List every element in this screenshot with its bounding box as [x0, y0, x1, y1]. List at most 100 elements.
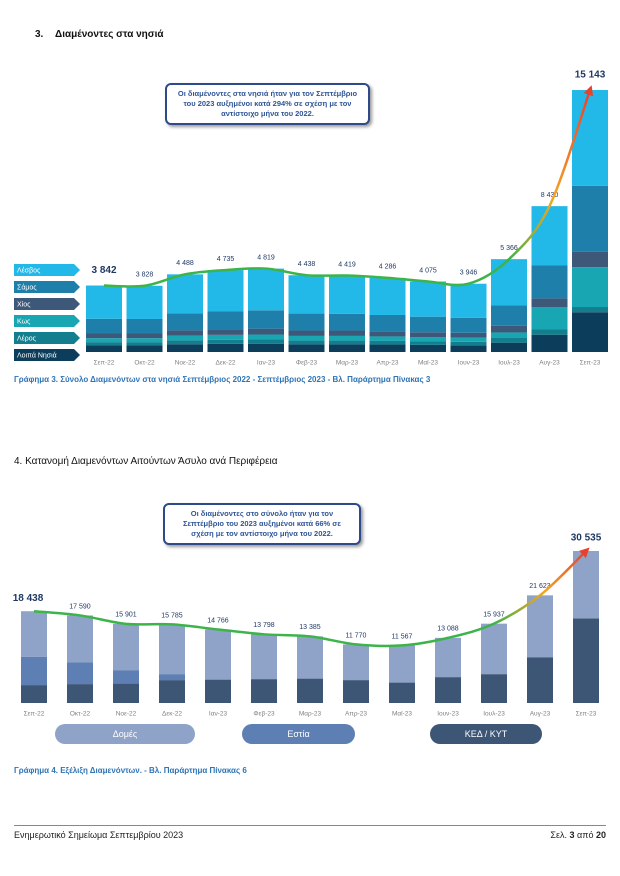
x-tick-label: Απρ-23	[377, 360, 399, 367]
value-label: 8 430	[541, 192, 559, 199]
bar-segment	[369, 331, 406, 337]
bar-segment	[159, 624, 185, 675]
value-label: 3 828	[136, 272, 154, 279]
bar-segment	[205, 629, 231, 680]
value-label: 13 088	[437, 626, 459, 633]
bar-segment	[207, 343, 244, 352]
bar-segment	[126, 333, 163, 339]
x-tick-label: Σεπ-23	[576, 711, 597, 718]
bar-segment	[207, 311, 244, 330]
legend-label: Κως	[17, 318, 31, 325]
legend-tag	[14, 298, 80, 310]
value-label: 4 819	[257, 254, 275, 261]
bar-segment	[450, 337, 487, 342]
bar-segment	[86, 333, 122, 339]
x-tick-label: Μαρ-23	[299, 711, 322, 718]
value-label: 3 842	[91, 265, 116, 276]
bar-segment	[573, 551, 599, 619]
bar-segment	[573, 618, 599, 703]
bar-segment	[491, 259, 527, 306]
legend-tag	[14, 315, 80, 327]
bar-segment	[572, 267, 608, 308]
bar-segment	[21, 656, 47, 686]
bar-segment	[329, 275, 365, 314]
value-label: 4 075	[419, 267, 437, 274]
bar-segment	[126, 345, 163, 352]
bar-segment	[531, 206, 568, 266]
value-label: 4 286	[379, 264, 397, 271]
bar-segment	[297, 636, 323, 679]
bar-segment	[531, 265, 568, 299]
bar-segment	[248, 310, 284, 329]
bar-segment	[389, 645, 415, 683]
page-current: 3	[569, 830, 575, 840]
bar-segment	[531, 329, 568, 335]
value-label: 14 766	[207, 617, 229, 624]
value-label: 15 143	[575, 70, 606, 81]
bar-segment	[248, 268, 284, 311]
value-label: 4 438	[298, 261, 316, 268]
bar-segment	[159, 680, 185, 703]
bar-segment	[251, 679, 277, 703]
x-tick-label: Ιαν-23	[257, 360, 276, 367]
legend-label: Λέσβος	[17, 266, 41, 274]
bar-segment	[369, 336, 406, 341]
value-label: 5 366	[500, 245, 518, 252]
bar-segment	[435, 637, 461, 678]
bar-segment	[369, 314, 406, 332]
bar-segment	[167, 335, 203, 341]
bar-segment	[288, 335, 325, 341]
value-label: 18 438	[13, 593, 44, 604]
bar-segment	[531, 298, 568, 308]
legend-tag	[14, 349, 80, 361]
bar-segment	[450, 341, 487, 346]
legend-pill	[242, 724, 355, 744]
bar-segment	[126, 342, 163, 346]
x-tick-label: Ιουλ-23	[498, 360, 520, 367]
bar-segment	[167, 274, 203, 314]
bar-segment	[531, 334, 568, 352]
x-tick-label: Απρ-23	[345, 711, 367, 718]
x-tick-label: Δεκ-22	[162, 711, 182, 718]
x-tick-label: Αυγ-23	[530, 711, 551, 718]
x-tick-label: Νοε-22	[116, 711, 137, 718]
x-tick-label: Ιαν-23	[209, 711, 228, 718]
bar-segment	[207, 329, 244, 335]
bar-segment	[491, 342, 527, 352]
x-tick-label: Ιουν-23	[437, 711, 459, 718]
bar-segment	[86, 345, 122, 352]
value-label: 15 785	[161, 612, 183, 619]
bar-segment	[572, 90, 608, 186]
bar-segment	[297, 678, 323, 703]
bar-segment	[572, 251, 608, 268]
bar-segment	[167, 340, 203, 345]
bar-segment	[343, 644, 369, 681]
bar-segment	[491, 337, 527, 343]
bar-segment	[329, 340, 365, 345]
bar-segment	[329, 313, 365, 331]
bar-segment	[167, 344, 203, 352]
bar-segment	[481, 623, 507, 675]
bar-segment	[67, 615, 93, 663]
bar-segment	[126, 338, 163, 343]
annotation: Οι διαμένοντες στα νησιά ήταν για τον Σε…	[165, 83, 370, 126]
bar-segment	[86, 338, 122, 343]
bar-segment	[21, 685, 47, 703]
legend-tag	[14, 281, 80, 293]
legend-tag	[14, 264, 80, 276]
bar-segment	[248, 328, 284, 335]
bar-segment	[251, 634, 277, 680]
bar-segment	[410, 281, 446, 317]
bar-segment	[86, 318, 122, 334]
value-label: 15 901	[115, 612, 137, 619]
bar-segment	[435, 677, 461, 703]
value-label: 13 385	[299, 624, 321, 631]
x-tick-label: Νοε-22	[175, 360, 196, 367]
x-tick-label: Δεκ-22	[216, 360, 236, 367]
legend-label: Λοιπά Νησιά	[17, 351, 57, 359]
value-label: 21 623	[529, 583, 551, 590]
bar-segment	[491, 332, 527, 338]
x-tick-label: Οκτ-22	[70, 711, 91, 718]
